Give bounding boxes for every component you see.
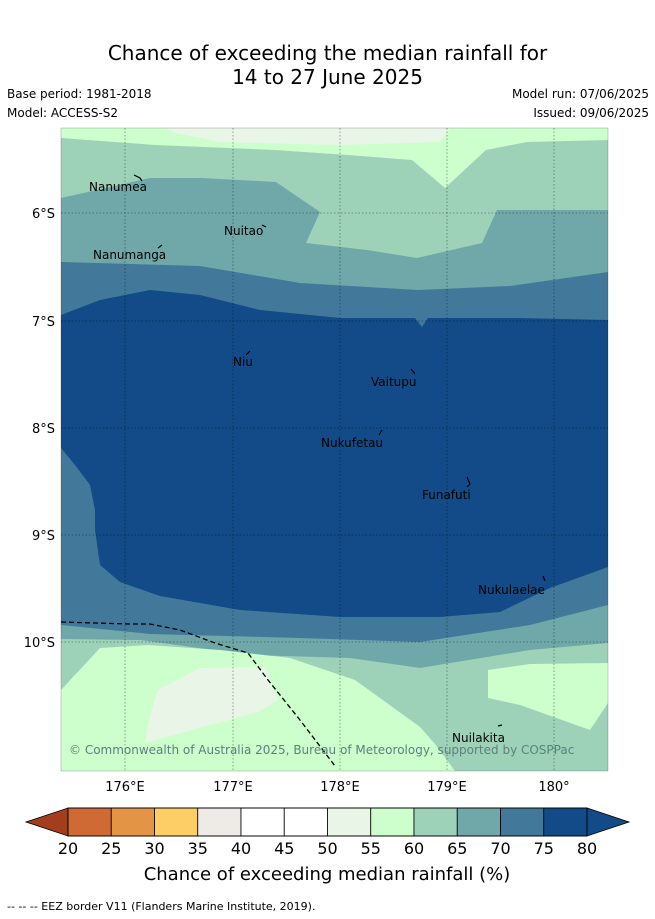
colorbar-tick-label: 75 [534, 839, 554, 858]
graticule [61, 128, 608, 771]
colorbar-segment [456, 807, 501, 837]
colorbar-under-arrow [24, 807, 69, 837]
contour-60-65-south-east [488, 663, 608, 730]
model-run-text: Model run: 07/06/2025 [511, 87, 649, 101]
colorbar-segment [67, 807, 112, 837]
lon-label-180: 180° [538, 780, 569, 795]
copyright-text: © Commonwealth of Australia 2025, Bureau… [69, 743, 574, 757]
contour-55-60-north [165, 128, 450, 145]
place-label-nanumanga: Nanumanga [93, 248, 166, 262]
longitude-labels: 176°E 177°E 178°E 179°E 180° [105, 780, 569, 795]
colorbar-tick-label: 60 [404, 839, 424, 858]
place-label-niu: Niu [233, 355, 253, 369]
lon-label-178e: 178°E [320, 780, 360, 795]
map-title-line1: Chance of exceeding the median rainfall … [107, 41, 548, 65]
place-labels: Nanumea Nuitao Nanumanga Niu Vaitupu Nuk… [89, 180, 545, 745]
place-label-vaitupu: Vaitupu [371, 375, 417, 389]
colorbar-segment [110, 807, 155, 837]
colorbar-tick-label: 25 [101, 839, 121, 858]
place-label-nuitao: Nuitao [224, 224, 263, 238]
colorbar-tick-label: 65 [447, 839, 467, 858]
lon-label-179e: 179°E [427, 780, 467, 795]
colorbar-tick-label: 55 [361, 839, 381, 858]
colorbar-frame [67, 807, 588, 837]
model-text: Model: ACCESS-S2 [7, 106, 119, 120]
contour-60-65-north [61, 128, 608, 188]
colorbar-over-arrow [586, 807, 631, 837]
colorbar-segments [67, 807, 588, 837]
colorbar-tick-label: 20 [58, 839, 78, 858]
colorbar-tick-label: 30 [144, 839, 164, 858]
colorbar-tick-label: 45 [274, 839, 294, 858]
eez-legend-text: -- -- -- EEZ border V11 (Flanders Marine… [7, 900, 316, 913]
lat-label-6s: 6°S [32, 207, 55, 222]
map-title-line2: 14 to 27 June 2025 [232, 65, 423, 89]
lon-label-176e: 176°E [105, 780, 145, 795]
colorbar-tick-label: 35 [188, 839, 208, 858]
colorbar-segment [543, 807, 588, 837]
base-period-text: Base period: 1981-2018 [7, 87, 152, 101]
colorbar-tick-label: 50 [317, 839, 337, 858]
lat-label-8s: 8°S [32, 422, 55, 437]
lon-label-177e: 177°E [213, 780, 253, 795]
lat-label-7s: 7°S [32, 315, 55, 330]
map-frame [60, 127, 609, 772]
place-label-nuilakita: Nuilakita [452, 731, 505, 745]
colorbar-segment [154, 807, 199, 837]
colorbar-segment [500, 807, 545, 837]
colorbar-label: Chance of exceeding median rainfall (%) [144, 864, 511, 885]
colorbar-segment [413, 807, 458, 837]
latitude-labels: 6°S 7°S 8°S 9°S 10°S [24, 207, 55, 651]
colorbar-segment [370, 807, 415, 837]
colorbar: 20 25 30 35 40 45 50 55 60 65 70 75 80 Chance of exc… [24, 807, 631, 885]
contour-55-60-south [145, 667, 278, 743]
colorbar-segment [240, 807, 285, 837]
issued-text: Issued: 09/06/2025 [533, 106, 649, 120]
colorbar-tick-label: 70 [490, 839, 510, 858]
colorbar-segment [283, 807, 328, 837]
eez-border-line [61, 621, 336, 767]
colorbar-tick-label: 40 [231, 839, 251, 858]
lat-label-9s: 9°S [32, 529, 55, 544]
place-label-nukulaelae: Nukulaelae [478, 583, 545, 597]
place-label-nukufetau: Nukufetau [321, 436, 383, 450]
colorbar-segment [327, 807, 372, 837]
place-label-nanumea: Nanumea [89, 180, 147, 194]
contour-80-plus [61, 290, 608, 617]
place-label-funafuti: Funafuti [422, 488, 471, 502]
colorbar-segment [197, 807, 242, 837]
rainfall-probability-map [61, 128, 608, 771]
colorbar-tick-label: 80 [577, 839, 597, 858]
lat-label-10s: 10°S [24, 636, 55, 651]
island-marks [133, 174, 546, 727]
colorbar-ticks: 20 25 30 35 40 45 50 55 60 65 70 75 80 [58, 839, 597, 858]
